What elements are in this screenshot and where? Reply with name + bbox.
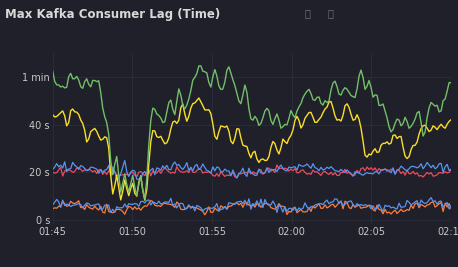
- Text: ⎙: ⎙: [327, 8, 333, 18]
- Text: Max Kafka Consumer Lag (Time): Max Kafka Consumer Lag (Time): [5, 8, 220, 21]
- Text: ⓘ: ⓘ: [305, 8, 311, 18]
